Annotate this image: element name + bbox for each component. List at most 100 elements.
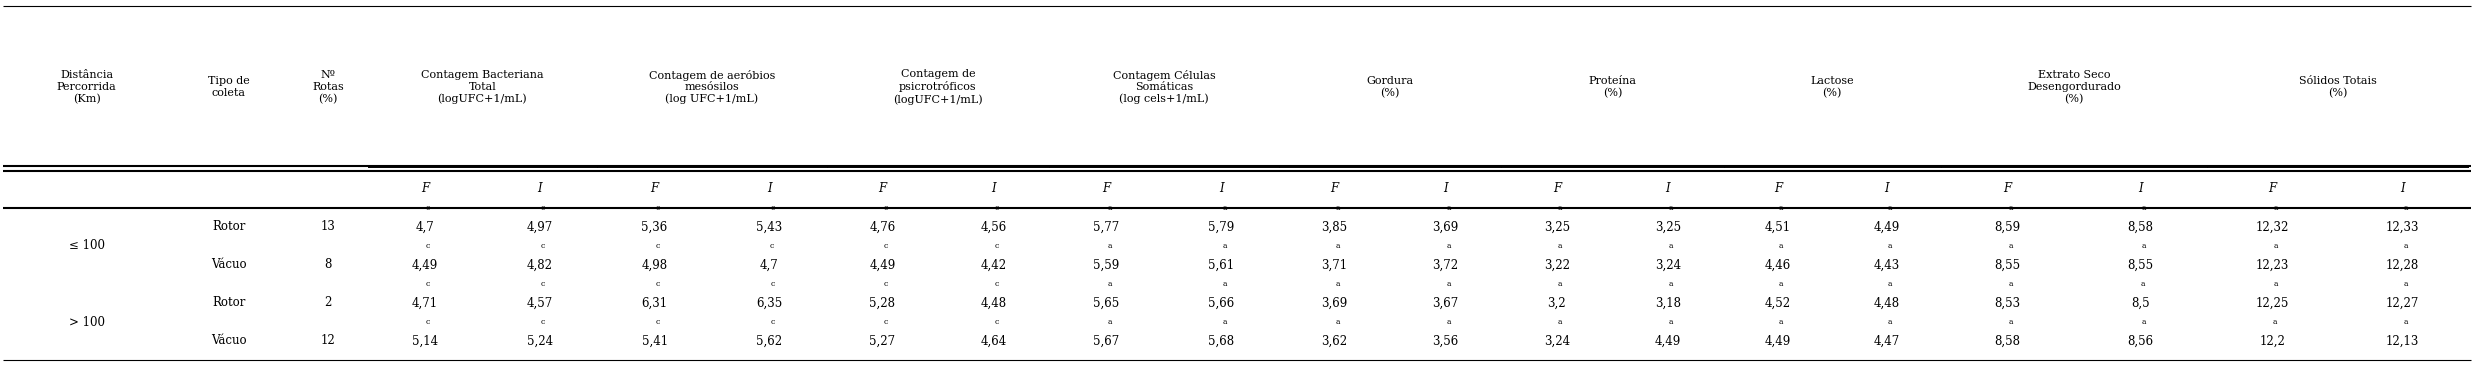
- Text: 5,66: 5,66: [1209, 296, 1234, 310]
- Text: c: c: [883, 318, 888, 326]
- Text: 5,41: 5,41: [641, 334, 668, 347]
- Text: 5,59: 5,59: [1093, 259, 1120, 272]
- Text: a: a: [1108, 242, 1113, 250]
- Text: c: c: [425, 242, 430, 250]
- Text: 13: 13: [321, 221, 336, 234]
- Text: 12,33: 12,33: [2386, 221, 2419, 234]
- Text: a: a: [1108, 204, 1113, 212]
- Text: a: a: [2404, 318, 2409, 326]
- Text: 8,59: 8,59: [1996, 221, 2020, 234]
- Text: a: a: [1558, 318, 1563, 326]
- Text: a: a: [2142, 318, 2147, 326]
- Text: a: a: [1887, 318, 1892, 326]
- Text: 3,24: 3,24: [1543, 334, 1570, 347]
- Text: a: a: [2404, 242, 2409, 250]
- Text: Vácuo: Vácuo: [210, 334, 247, 347]
- Text: c: c: [425, 318, 430, 326]
- Text: a: a: [1447, 280, 1452, 288]
- Text: Contagem de
psicrotróficos
(logUFC+1/mL): Contagem de psicrotróficos (logUFC+1/mL): [893, 70, 982, 105]
- Text: F: F: [1553, 182, 1560, 195]
- Text: c: c: [655, 318, 660, 326]
- Text: 3,67: 3,67: [1432, 296, 1459, 310]
- Text: 4,42: 4,42: [979, 259, 1007, 272]
- Text: c: c: [769, 318, 774, 326]
- Text: c: c: [655, 280, 660, 288]
- Text: Contagem de aeróbios
mesósilos
(log UFC+1/mL): Contagem de aeróbios mesósilos (log UFC+…: [648, 70, 774, 105]
- Text: F: F: [1773, 182, 1783, 195]
- Text: > 100: > 100: [69, 315, 104, 328]
- Text: 5,62: 5,62: [757, 334, 781, 347]
- Text: I: I: [1444, 182, 1447, 195]
- Text: 5,36: 5,36: [641, 221, 668, 234]
- Text: 5,24: 5,24: [527, 334, 554, 347]
- Text: a: a: [1447, 204, 1452, 212]
- Text: 12,32: 12,32: [2255, 221, 2290, 234]
- Text: c: c: [542, 204, 544, 212]
- Text: 4,57: 4,57: [527, 296, 554, 310]
- Text: 4,76: 4,76: [870, 221, 895, 234]
- Text: c: c: [542, 242, 544, 250]
- Text: 3,24: 3,24: [1654, 259, 1682, 272]
- Text: Contagem Células
Somáticas
(log cels+1/mL): Contagem Células Somáticas (log cels+1/m…: [1113, 70, 1214, 105]
- Text: 4,98: 4,98: [641, 259, 668, 272]
- Text: 4,71: 4,71: [413, 296, 438, 310]
- Text: I: I: [992, 182, 997, 195]
- Text: I: I: [767, 182, 772, 195]
- Text: a: a: [1447, 242, 1452, 250]
- Text: a: a: [1558, 280, 1563, 288]
- Text: 12,27: 12,27: [2386, 296, 2419, 310]
- Text: Sólidos Totais
(%): Sólidos Totais (%): [2297, 76, 2377, 98]
- Text: c: c: [994, 318, 999, 326]
- Text: a: a: [1669, 318, 1674, 326]
- Text: a: a: [2273, 280, 2278, 288]
- Text: c: c: [883, 280, 888, 288]
- Text: a: a: [1222, 318, 1227, 326]
- Text: 6,31: 6,31: [641, 296, 668, 310]
- Text: 4,49: 4,49: [1875, 221, 1899, 234]
- Text: c: c: [769, 204, 774, 212]
- Text: 4,7: 4,7: [759, 259, 779, 272]
- Text: Distância
Percorrida
(Km): Distância Percorrida (Km): [57, 70, 116, 104]
- Text: a: a: [2008, 204, 2013, 212]
- Text: 3,18: 3,18: [1654, 296, 1682, 310]
- Text: a: a: [1558, 242, 1563, 250]
- Text: c: c: [769, 242, 774, 250]
- Text: 3,69: 3,69: [1432, 221, 1459, 234]
- Text: 8,58: 8,58: [2127, 221, 2154, 234]
- Text: a: a: [1335, 204, 1340, 212]
- Text: 3,25: 3,25: [1543, 221, 1570, 234]
- Text: c: c: [883, 242, 888, 250]
- Text: 5,79: 5,79: [1209, 221, 1234, 234]
- Text: F: F: [420, 182, 428, 195]
- Text: 4,82: 4,82: [527, 259, 554, 272]
- Text: a: a: [2142, 242, 2147, 250]
- Text: c: c: [655, 204, 660, 212]
- Text: F: F: [2268, 182, 2275, 195]
- Text: F: F: [1330, 182, 1338, 195]
- Text: 6,35: 6,35: [757, 296, 781, 310]
- Text: c: c: [994, 242, 999, 250]
- Text: F: F: [2003, 182, 2011, 195]
- Text: Extrato Seco
Desengordurado
(%): Extrato Seco Desengordurado (%): [2028, 70, 2122, 104]
- Text: c: c: [542, 280, 544, 288]
- Text: 4,48: 4,48: [979, 296, 1007, 310]
- Text: 5,67: 5,67: [1093, 334, 1120, 347]
- Text: 5,28: 5,28: [870, 296, 895, 310]
- Text: 3,2: 3,2: [1548, 296, 1565, 310]
- Text: a: a: [2142, 280, 2147, 288]
- Text: 4,64: 4,64: [979, 334, 1007, 347]
- Text: 12,13: 12,13: [2386, 334, 2419, 347]
- Text: 5,65: 5,65: [1093, 296, 1120, 310]
- Text: 5,77: 5,77: [1093, 221, 1120, 234]
- Text: 4,46: 4,46: [1766, 259, 1790, 272]
- Text: Rotor: Rotor: [213, 296, 245, 310]
- Text: I: I: [2401, 182, 2406, 195]
- Text: Rotor: Rotor: [213, 221, 245, 234]
- Text: Proteína
(%): Proteína (%): [1588, 76, 1637, 98]
- Text: c: c: [994, 204, 999, 212]
- Text: 12,23: 12,23: [2255, 259, 2290, 272]
- Text: c: c: [425, 204, 430, 212]
- Text: a: a: [1669, 242, 1674, 250]
- Text: 3,25: 3,25: [1654, 221, 1682, 234]
- Text: 3,85: 3,85: [1321, 221, 1348, 234]
